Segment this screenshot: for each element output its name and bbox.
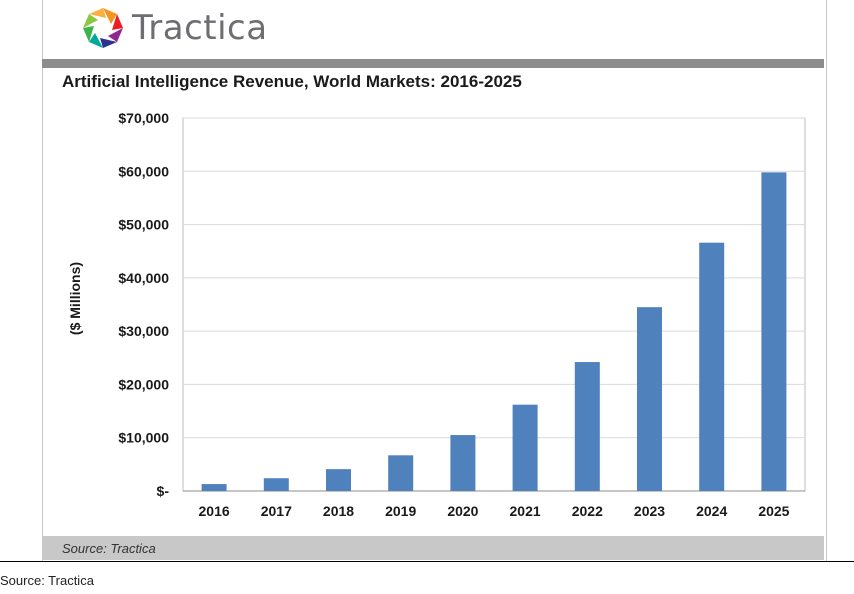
x-tick-label: 2024 (696, 503, 727, 519)
x-tick-label: 2019 (385, 503, 416, 519)
bar (263, 478, 289, 491)
y-tick-label: $20,000 (118, 376, 169, 392)
chart-title: Artificial Intelligence Revenue, World M… (62, 72, 522, 91)
tractica-logo-icon (83, 8, 123, 48)
y-tick-label: $10,000 (118, 430, 169, 446)
x-tick-label: 2025 (758, 503, 789, 519)
bar (326, 469, 351, 491)
y-tick-label: $70,000 (118, 110, 169, 126)
y-tick-label: $40,000 (118, 270, 169, 286)
bar (574, 362, 600, 491)
source-bar: Source: Tractica (42, 536, 824, 560)
bar (388, 455, 414, 491)
source-note: Source: Tractica (62, 541, 156, 556)
brand-name: Tractica (132, 8, 268, 48)
bar (699, 242, 725, 491)
bar (761, 172, 787, 491)
y-tick-label: $50,000 (118, 217, 169, 233)
x-tick-label: 2018 (323, 503, 354, 519)
x-tick-label: 2016 (199, 503, 230, 519)
bar (450, 435, 476, 491)
x-tick-label: 2022 (572, 503, 603, 519)
x-tick-label: 2023 (634, 503, 665, 519)
x-tick-label: 2020 (447, 503, 478, 519)
bottom-rule (0, 561, 854, 562)
bar (201, 484, 227, 491)
y-axis-label: ($ Millions) (67, 262, 83, 335)
caption: Source: Tractica (0, 573, 94, 588)
header-rule (42, 59, 824, 68)
y-tick-label: $30,000 (118, 323, 169, 339)
frame-left-border (42, 0, 43, 562)
y-tick-label: $60,000 (118, 163, 169, 179)
x-tick-label: 2021 (510, 503, 541, 519)
bar (637, 307, 662, 491)
frame-right-border (826, 0, 827, 562)
tractica-logo: Tractica (80, 2, 268, 54)
bar (512, 404, 538, 491)
x-tick-label: 2017 (261, 503, 292, 519)
y-tick-label: $- (157, 483, 170, 499)
